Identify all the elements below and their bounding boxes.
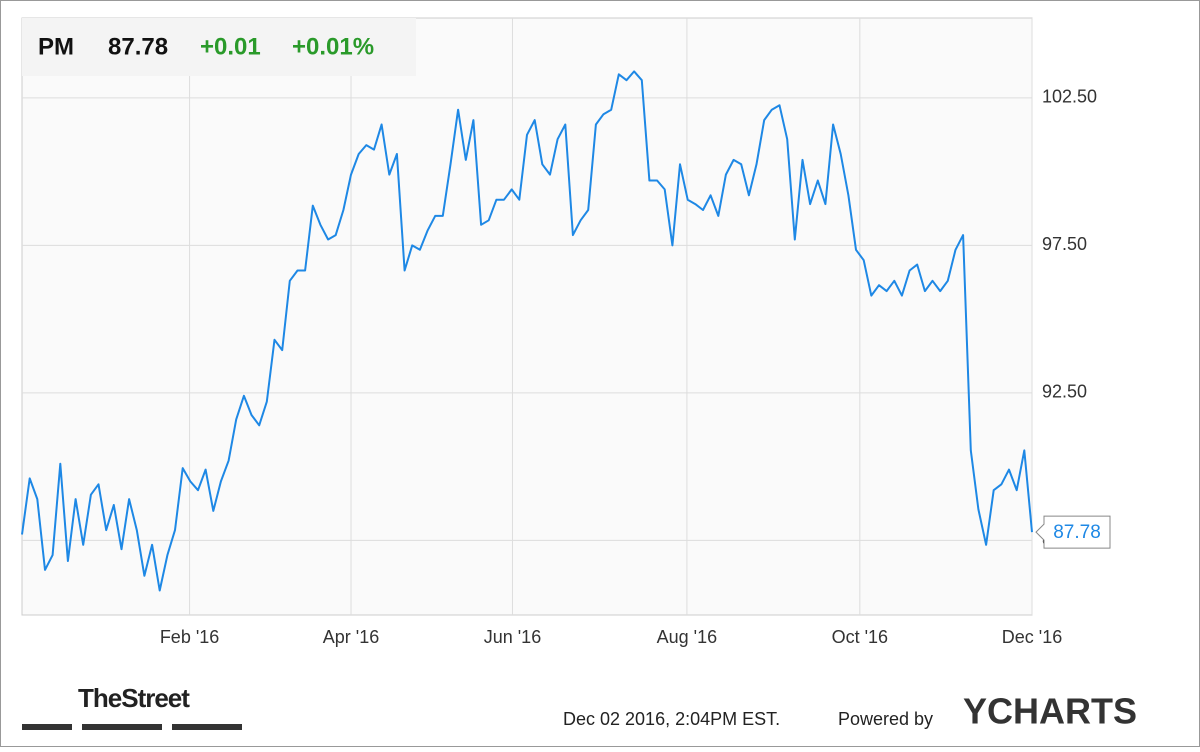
x-tick-label: Oct '16	[832, 627, 888, 647]
y-tick-label: 92.50	[1042, 382, 1087, 402]
source-logo: TheStreet	[78, 683, 190, 713]
powered-by: Powered by	[838, 709, 933, 729]
change: +0.01	[200, 33, 261, 60]
last-price-tag	[1035, 515, 1111, 549]
logo-bar	[82, 724, 162, 730]
x-tick-label: Dec '16	[1002, 627, 1062, 647]
change-pct: +0.01%	[292, 33, 374, 60]
logo-bar	[172, 724, 242, 730]
y-tick-label: 97.50	[1042, 234, 1087, 254]
price-line	[21, 70, 1033, 592]
x-tick-label: Feb '16	[160, 627, 219, 647]
ticker: PM	[38, 33, 74, 60]
plot-area	[21, 17, 1033, 616]
y-tick-label: 102.50	[1042, 87, 1097, 107]
brand-logo: YCHARTS	[963, 691, 1137, 732]
header-box	[22, 18, 416, 76]
logo-bar	[22, 724, 72, 730]
last-price-label: 87.78	[1053, 522, 1101, 543]
timestamp: Dec 02 2016, 2:04PM EST.	[563, 709, 780, 729]
x-tick-label: Jun '16	[484, 627, 541, 647]
x-tick-label: Apr '16	[323, 627, 379, 647]
price: 87.78	[108, 33, 168, 60]
x-tick-label: Aug '16	[657, 627, 718, 647]
